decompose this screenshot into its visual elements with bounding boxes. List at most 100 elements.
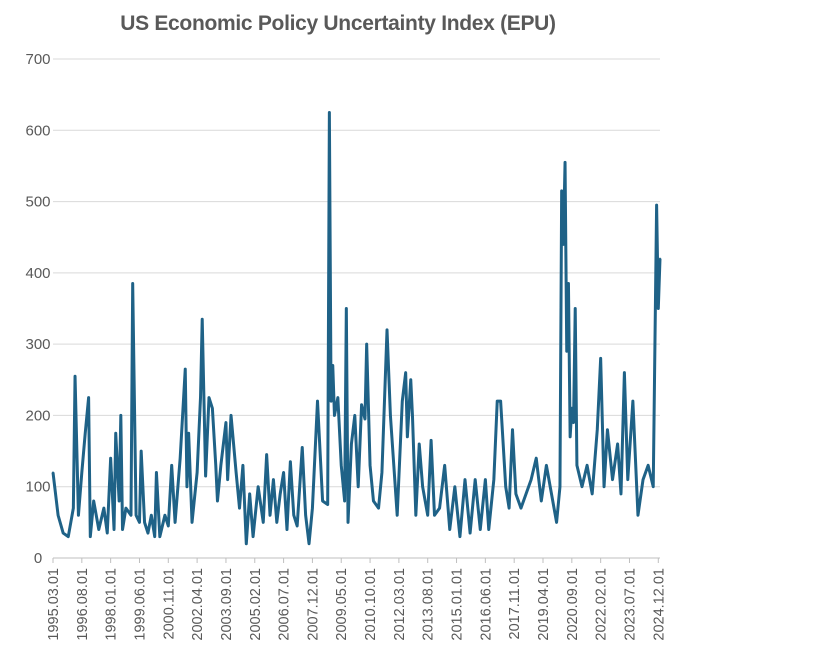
x-tick-label: 2002.04.01	[190, 568, 206, 641]
x-tick-label: 2013.08.01	[421, 568, 437, 641]
data-point	[360, 403, 363, 406]
data-point	[113, 528, 116, 531]
data-point	[560, 189, 563, 192]
data-point	[340, 464, 343, 467]
data-point	[406, 435, 409, 438]
data-point	[411, 414, 414, 417]
data-point	[550, 492, 553, 495]
data-point	[92, 499, 95, 502]
data-point	[238, 507, 241, 510]
data-point	[401, 400, 404, 403]
data-point	[655, 204, 658, 207]
data-point	[138, 521, 141, 524]
data-point	[519, 507, 522, 510]
data-point	[326, 503, 329, 506]
data-point	[458, 535, 461, 538]
data-point	[158, 535, 161, 538]
data-point	[167, 524, 170, 527]
data-point	[118, 499, 121, 502]
data-point	[409, 378, 412, 381]
data-point	[336, 396, 339, 399]
data-point	[135, 514, 138, 517]
data-point	[72, 507, 75, 510]
data-point	[570, 407, 573, 410]
data-point	[114, 432, 117, 435]
data-point	[163, 514, 166, 517]
data-point	[211, 407, 214, 410]
x-tick-label: 2022.02.01	[594, 568, 610, 641]
data-point	[372, 499, 375, 502]
data-point	[389, 414, 392, 417]
data-point	[511, 428, 514, 431]
series-layer	[51, 110, 662, 546]
data-point	[603, 485, 606, 488]
data-point	[216, 499, 219, 502]
data-point	[626, 478, 629, 481]
data-point	[67, 535, 70, 538]
data-point	[241, 464, 244, 467]
data-point	[647, 464, 650, 467]
data-point	[245, 542, 248, 545]
data-point	[525, 492, 528, 495]
data-point	[396, 514, 399, 517]
data-point	[272, 478, 275, 481]
data-point	[201, 318, 204, 321]
data-point	[484, 478, 487, 481]
data-point	[230, 414, 233, 417]
data-point	[492, 478, 495, 481]
data-point	[109, 457, 112, 460]
data-point	[430, 439, 433, 442]
data-point	[301, 446, 304, 449]
data-point	[191, 521, 194, 524]
data-point	[616, 442, 619, 445]
gridlines	[53, 58, 660, 559]
data-point	[642, 478, 645, 481]
y-tick-label: 400	[25, 265, 50, 282]
data-point	[353, 414, 356, 417]
data-point	[321, 499, 324, 502]
data-point	[464, 478, 467, 481]
data-point	[143, 521, 146, 524]
data-point	[443, 464, 446, 467]
data-point	[224, 421, 227, 424]
data-point	[57, 514, 60, 517]
data-point	[150, 514, 153, 517]
data-point	[146, 532, 149, 535]
data-point	[565, 350, 568, 353]
y-tick-label: 300	[25, 336, 50, 353]
data-point	[204, 475, 207, 478]
data-point	[508, 507, 511, 510]
data-point	[657, 307, 660, 310]
data-point	[575, 464, 578, 467]
data-point	[184, 368, 187, 371]
data-point	[296, 524, 299, 527]
data-point	[235, 471, 238, 474]
data-point	[87, 396, 90, 399]
data-point	[140, 450, 143, 453]
x-tick-label: 2016.06.01	[478, 568, 494, 641]
data-point	[282, 471, 285, 474]
data-point	[196, 471, 199, 474]
data-point	[226, 478, 229, 481]
data-point	[591, 492, 594, 495]
data-point	[89, 535, 92, 538]
series-line	[51, 110, 662, 546]
data-point	[620, 492, 622, 495]
data-point	[562, 243, 565, 246]
data-point	[596, 428, 599, 431]
data-point	[530, 478, 533, 481]
data-point	[308, 542, 311, 545]
y-tick-label: 700	[25, 51, 50, 68]
data-point	[586, 464, 589, 467]
data-point	[292, 514, 295, 517]
data-point	[343, 499, 346, 502]
data-point	[185, 485, 188, 488]
data-point	[392, 464, 395, 467]
data-point	[80, 471, 83, 474]
data-point	[84, 432, 87, 435]
data-point	[564, 161, 567, 164]
data-point	[170, 464, 173, 467]
data-point	[199, 396, 202, 399]
chart-title: US Economic Policy Uncertainty Index (EP…	[120, 12, 556, 35]
data-point	[606, 428, 609, 431]
